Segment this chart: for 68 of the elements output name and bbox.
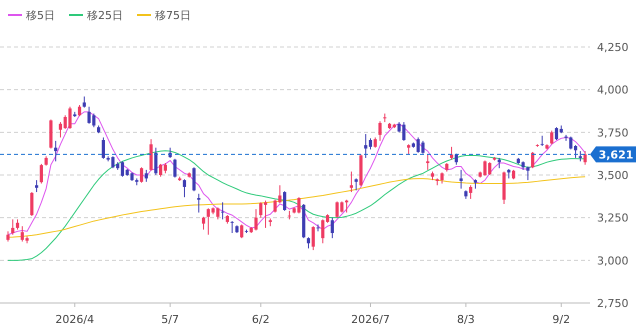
legend-label: 移75日 xyxy=(155,9,191,22)
candlestick xyxy=(30,192,34,216)
candlestick xyxy=(6,230,10,242)
candlestick xyxy=(82,96,86,108)
candlestick xyxy=(374,136,377,148)
candlestick xyxy=(202,216,206,230)
candlestick xyxy=(221,202,224,220)
candlestick xyxy=(512,169,516,180)
candlestick xyxy=(578,150,582,162)
candlestick xyxy=(426,154,430,170)
line-series xyxy=(7,150,586,261)
candlestick xyxy=(402,122,406,142)
candlestick xyxy=(78,104,82,117)
candlestick xyxy=(102,136,105,160)
candlestick xyxy=(454,153,458,166)
candlestick xyxy=(340,200,344,214)
candlestick xyxy=(35,180,38,193)
candlestick xyxy=(144,169,148,182)
candlestick xyxy=(182,178,186,198)
candlestick xyxy=(378,120,382,142)
candlestick xyxy=(507,168,510,179)
candlestick xyxy=(273,199,277,214)
candlestick xyxy=(345,199,348,214)
x-tick-label: 2026/7 xyxy=(351,313,390,326)
x-tick-label: 8/3 xyxy=(457,313,475,326)
y-tick-label: 3,250 xyxy=(597,212,628,225)
candlestick xyxy=(197,193,200,214)
candlestick xyxy=(159,163,162,178)
candlestick xyxy=(407,144,410,156)
candlestick xyxy=(173,158,177,178)
candlestick xyxy=(54,140,58,162)
y-tick-label: 2,750 xyxy=(597,297,628,310)
x-tick-label: 6/2 xyxy=(252,313,270,326)
candlestick xyxy=(330,217,334,239)
legend-label: 移25日 xyxy=(87,9,123,22)
candlestick xyxy=(154,147,158,176)
candlestick xyxy=(350,171,353,193)
candlestick xyxy=(354,178,358,191)
y-tick-label: 3,000 xyxy=(597,254,628,268)
candlestick xyxy=(498,157,501,169)
candlestick xyxy=(40,163,43,184)
candlestick xyxy=(44,156,48,166)
y-tick-label: 4,000 xyxy=(597,84,628,97)
candlestick xyxy=(192,166,196,192)
y-tick-label: 3,750 xyxy=(597,126,628,140)
x-tick-label: 2026/4 xyxy=(55,313,94,326)
candlestick xyxy=(306,236,310,249)
candlestick xyxy=(312,226,315,251)
candlestick xyxy=(469,184,472,200)
candlestick xyxy=(474,178,478,190)
candlestick xyxy=(335,200,339,218)
candlestick xyxy=(216,206,220,220)
x-tick-label: 5/7 xyxy=(161,313,180,326)
y-tick-label: 4,250 xyxy=(597,41,628,54)
candlestick xyxy=(550,130,554,145)
x-tick-label: 9/2 xyxy=(552,313,570,326)
candlestick xyxy=(460,169,463,190)
candlestick xyxy=(398,122,401,133)
candlestick xyxy=(240,224,244,239)
y-tick-label: 3,500 xyxy=(597,169,628,182)
candlestick xyxy=(283,190,286,212)
candlestick xyxy=(16,218,20,230)
candlestick xyxy=(11,218,14,236)
candlestick xyxy=(278,184,282,204)
candlestick xyxy=(140,166,144,184)
legend-label: 移5日 xyxy=(26,9,55,22)
candlestick xyxy=(230,220,234,234)
ref-line-label: 3,621 xyxy=(598,148,634,162)
